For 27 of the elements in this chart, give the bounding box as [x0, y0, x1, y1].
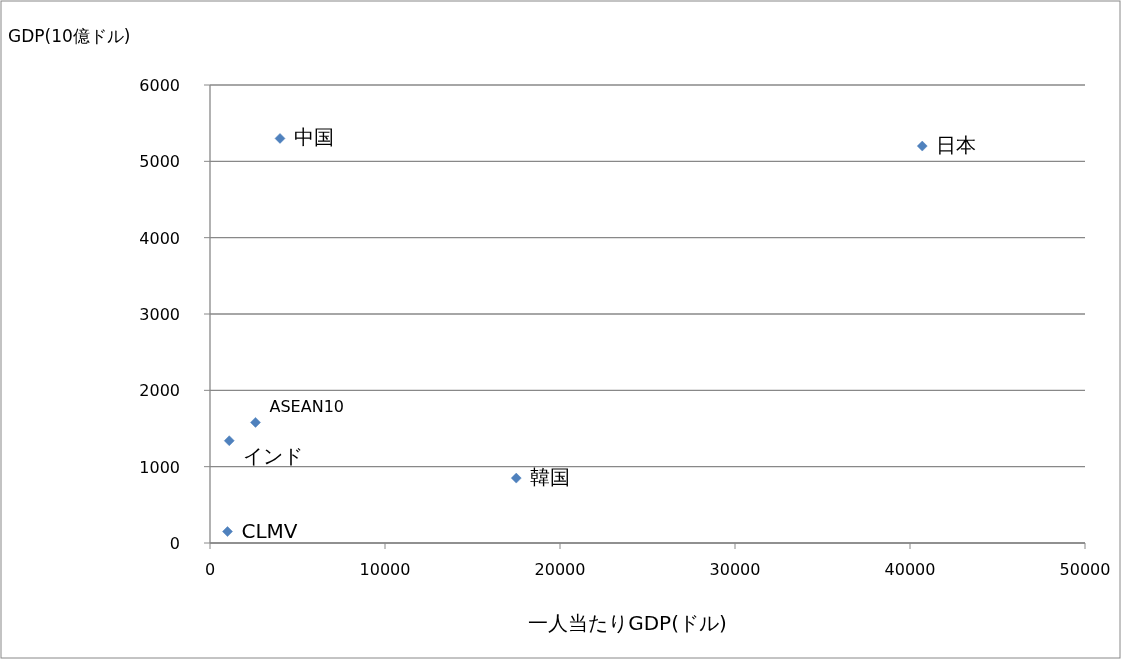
x-tick-label: 20000 [534, 560, 586, 579]
y-tick-label: 3000 [139, 305, 180, 324]
point [250, 417, 261, 428]
annotation: 韓国 [530, 465, 571, 490]
y-tick-label: 1000 [139, 457, 180, 477]
x-tick-label: 0 [204, 560, 216, 579]
point [274, 133, 286, 144]
x-axis-title: 一人当たりGDP(ドル) [528, 611, 727, 635]
y-tick-label: 2000 [139, 381, 180, 401]
point [224, 435, 235, 446]
x-tick-label: 10000 [359, 560, 411, 579]
y-tick-label: 5000 [139, 152, 180, 172]
point [917, 140, 928, 152]
annotation: インド [243, 443, 304, 468]
x-tick-label: 50000 [1059, 560, 1111, 579]
annotation: CLMV [241, 518, 298, 543]
point [511, 472, 522, 484]
point [222, 526, 233, 537]
annotation: 日本 [936, 133, 977, 158]
y-tick-label: 4000 [139, 228, 180, 248]
annotation: 中国 [294, 125, 334, 150]
x-tick-label: 30000 [709, 560, 761, 579]
y-tick-label: 0 [169, 534, 180, 553]
annotation: ASEAN10 [269, 397, 344, 417]
x-tick-label: 40000 [884, 560, 936, 579]
y-axis-title: GDP(10億ドル) [8, 26, 131, 46]
y-tick-label: 6000 [139, 76, 180, 95]
